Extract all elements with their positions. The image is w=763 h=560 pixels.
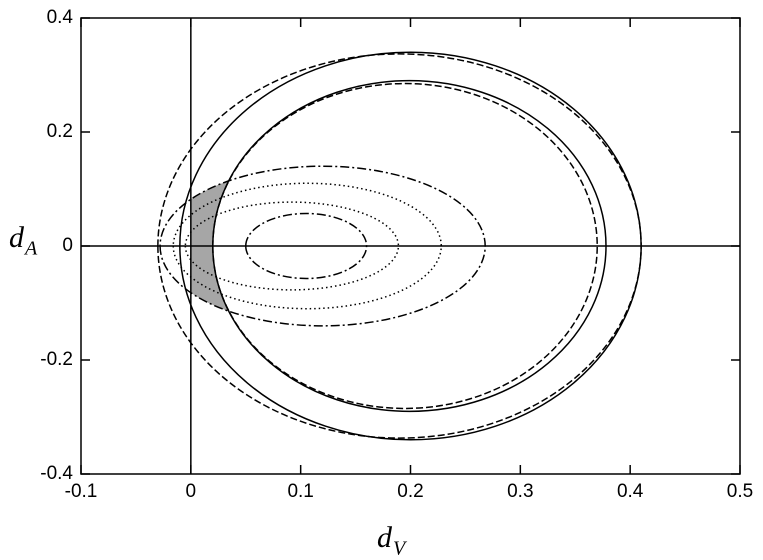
x-tick-label: 0.2: [397, 481, 423, 502]
contour: [212, 82, 598, 410]
contour: [244, 212, 368, 280]
x-tick-label: 0.5: [727, 481, 753, 502]
x-tick-label: 0.4: [617, 481, 644, 502]
y-tick-label: 0: [62, 235, 73, 256]
contour: [172, 182, 443, 310]
y-tick-label: -0.2: [40, 349, 73, 370]
contour: [159, 165, 486, 327]
contour: [212, 79, 607, 413]
y-tick-label: 0.4: [47, 7, 74, 28]
x-tick-label: 0.1: [287, 481, 313, 502]
x-axis-label: d: [377, 521, 393, 554]
y-tick-label: 0.2: [47, 121, 73, 142]
x-tick-label: 0: [186, 481, 197, 502]
y-axis-label: d: [9, 221, 25, 254]
contour: [157, 53, 642, 439]
y-tick-label: -0.4: [40, 463, 73, 484]
y-axis-label-sub: A: [23, 238, 38, 260]
x-axis-label-sub: V: [393, 538, 408, 560]
x-tick-label: 0.3: [507, 481, 533, 502]
x-tick-label: -0.1: [65, 481, 98, 502]
